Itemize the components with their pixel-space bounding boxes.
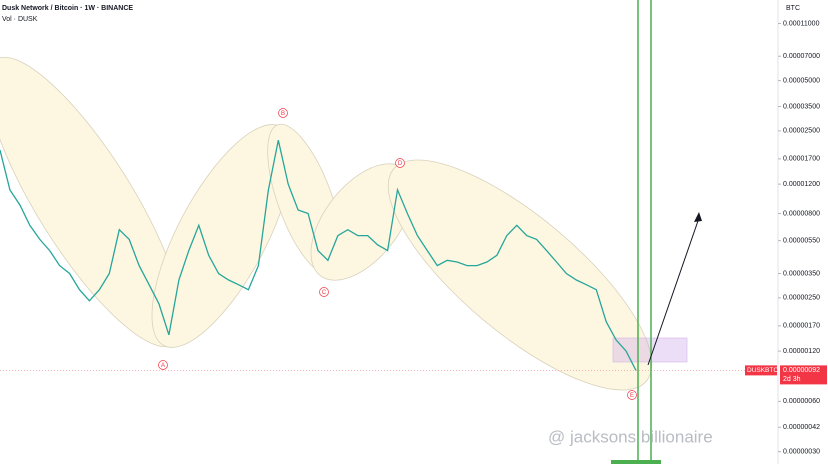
y-tick-label: 0.00005000 [783, 77, 820, 84]
y-tick-label: 0.00000170 [783, 323, 820, 330]
y-tick-label: 0.00011000 [783, 20, 820, 27]
wave-ellipses [0, 56, 653, 391]
annotation-circle [278, 108, 288, 118]
price-tag: 0.00000092 [783, 367, 820, 374]
annotation-circle [627, 390, 637, 400]
y-tick-label: 0.00000042 [783, 424, 820, 431]
annotation-label: B [281, 111, 285, 117]
y-tick-label: 0.00000550 [783, 238, 820, 245]
y-tick-label: 0.00000350 [783, 270, 820, 277]
y-tick-label: 0.00001700 [783, 156, 820, 163]
annotation-label: D [398, 161, 403, 167]
y-tick-label: 0.00007000 [783, 53, 820, 60]
ellipse [387, 159, 653, 391]
annotation-circle [395, 158, 405, 168]
symbol-title: Dusk Network / Bitcoin · 1W · BINANCE [2, 5, 133, 12]
y-tick-label: 0.00000800 [783, 210, 820, 217]
annotation-label: C [322, 290, 327, 296]
y-tick-label: 0.00000030 [783, 448, 820, 455]
symbol-tag: DUSKBTC [747, 367, 778, 374]
y-tick-label: 0.00003500 [783, 103, 820, 110]
watermark: @ jacksons billionaire [548, 427, 713, 446]
y-tick-label: 0.00000120 [783, 348, 820, 355]
time-marker [611, 460, 661, 464]
symbol-tag-bg [745, 365, 777, 376]
axis-unit: BTC [786, 5, 800, 12]
y-tick-label: 0.00000060 [783, 398, 820, 405]
annotation-circle [158, 360, 168, 370]
annotation-circle [319, 287, 329, 297]
y-tick-label: 0.00001200 [783, 181, 820, 188]
volume-label: Vol · DUSK [2, 16, 38, 23]
annotation-label: E [630, 393, 634, 399]
countdown: 2d 3h [783, 376, 801, 383]
arrow-head [694, 212, 702, 222]
price-line [0, 140, 637, 371]
price-tag-bg [780, 365, 827, 385]
arrow [647, 217, 700, 366]
annotation-label: A [161, 363, 165, 369]
y-tick-label: 0.00002500 [783, 128, 820, 135]
y-tick-label: 0.00000250 [783, 295, 820, 302]
